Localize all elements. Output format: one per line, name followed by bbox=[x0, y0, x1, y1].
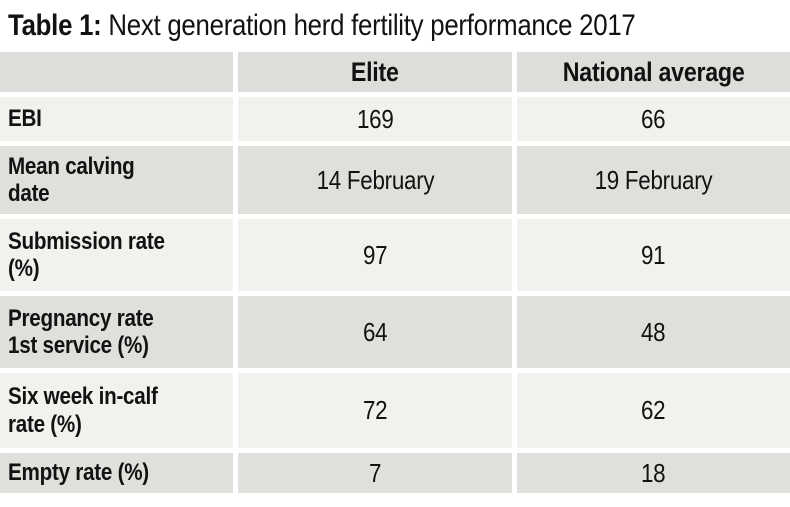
cell-six-week-in-calf-elite: 72 bbox=[238, 373, 512, 448]
row-label-mean-calving-date-text: Mean calving date bbox=[8, 152, 141, 207]
row-label-ebi: EBI bbox=[0, 97, 233, 141]
cell-mean-calving-date-elite-text: 14 February bbox=[316, 164, 434, 195]
row-label-pregnancy-rate-1st-service: Pregnancy rate 1st service (%) bbox=[0, 296, 233, 368]
cell-pregnancy-rate-national-text: 48 bbox=[641, 316, 666, 347]
cell-pregnancy-rate-national: 48 bbox=[517, 296, 790, 368]
cell-ebi-national-text: 66 bbox=[641, 103, 666, 134]
header-cell-empty bbox=[0, 52, 233, 92]
header-cell-national-average: National average bbox=[517, 52, 790, 92]
cell-ebi-elite-text: 169 bbox=[356, 103, 394, 134]
cell-submission-rate-national: 91 bbox=[517, 219, 790, 291]
cell-ebi-elite: 169 bbox=[238, 97, 512, 141]
cell-submission-rate-elite-text: 97 bbox=[362, 239, 388, 270]
cell-ebi-national: 66 bbox=[517, 97, 790, 141]
header-elite-text: Elite bbox=[351, 56, 399, 87]
cell-six-week-in-calf-national: 62 bbox=[517, 373, 790, 448]
row-label-empty-rate-text: Empty rate (%) bbox=[8, 459, 149, 487]
cell-empty-rate-elite-text: 7 bbox=[368, 457, 382, 488]
cell-mean-calving-date-national-text: 19 February bbox=[594, 164, 713, 195]
cell-empty-rate-elite: 7 bbox=[238, 453, 512, 493]
row-label-empty-rate: Empty rate (%) bbox=[0, 453, 233, 493]
cell-six-week-in-calf-national-text: 62 bbox=[641, 395, 666, 425]
cell-submission-rate-national-text: 91 bbox=[641, 239, 666, 270]
cell-submission-rate-elite: 97 bbox=[238, 219, 512, 291]
cell-pregnancy-rate-elite: 64 bbox=[238, 296, 512, 368]
cell-mean-calving-date-national: 19 February bbox=[517, 146, 790, 214]
cell-pregnancy-rate-elite-text: 64 bbox=[362, 316, 388, 347]
row-label-pregnancy-rate-1st-service-text: Pregnancy rate 1st service (%) bbox=[8, 304, 160, 359]
cell-six-week-in-calf-elite-text: 72 bbox=[362, 395, 388, 425]
table-title-text: Next generation herd fertility performan… bbox=[108, 9, 636, 42]
cell-empty-rate-national: 18 bbox=[517, 453, 790, 493]
table-title-inner: Table 1: Next generation herd fertility p… bbox=[8, 6, 636, 46]
table-title-prefix: Table 1: bbox=[8, 9, 102, 42]
row-label-mean-calving-date: Mean calving date bbox=[0, 146, 233, 214]
row-label-submission-rate: Submission rate (%) bbox=[0, 219, 233, 291]
row-label-six-week-in-calf-rate-text: Six week in-calf rate (%) bbox=[8, 383, 164, 438]
row-label-ebi-text: EBI bbox=[8, 105, 42, 133]
cell-mean-calving-date-elite: 14 February bbox=[238, 146, 512, 214]
table-title: Table 1: Next generation herd fertility p… bbox=[8, 6, 738, 46]
header-national-average-text: National average bbox=[562, 56, 745, 87]
row-label-six-week-in-calf-rate: Six week in-calf rate (%) bbox=[0, 373, 233, 448]
header-cell-elite: Elite bbox=[238, 52, 512, 92]
fertility-table: Elite National average EBI 169 66 Mean c… bbox=[0, 52, 790, 493]
row-label-submission-rate-text: Submission rate (%) bbox=[8, 227, 171, 282]
cell-empty-rate-national-text: 18 bbox=[641, 457, 666, 488]
